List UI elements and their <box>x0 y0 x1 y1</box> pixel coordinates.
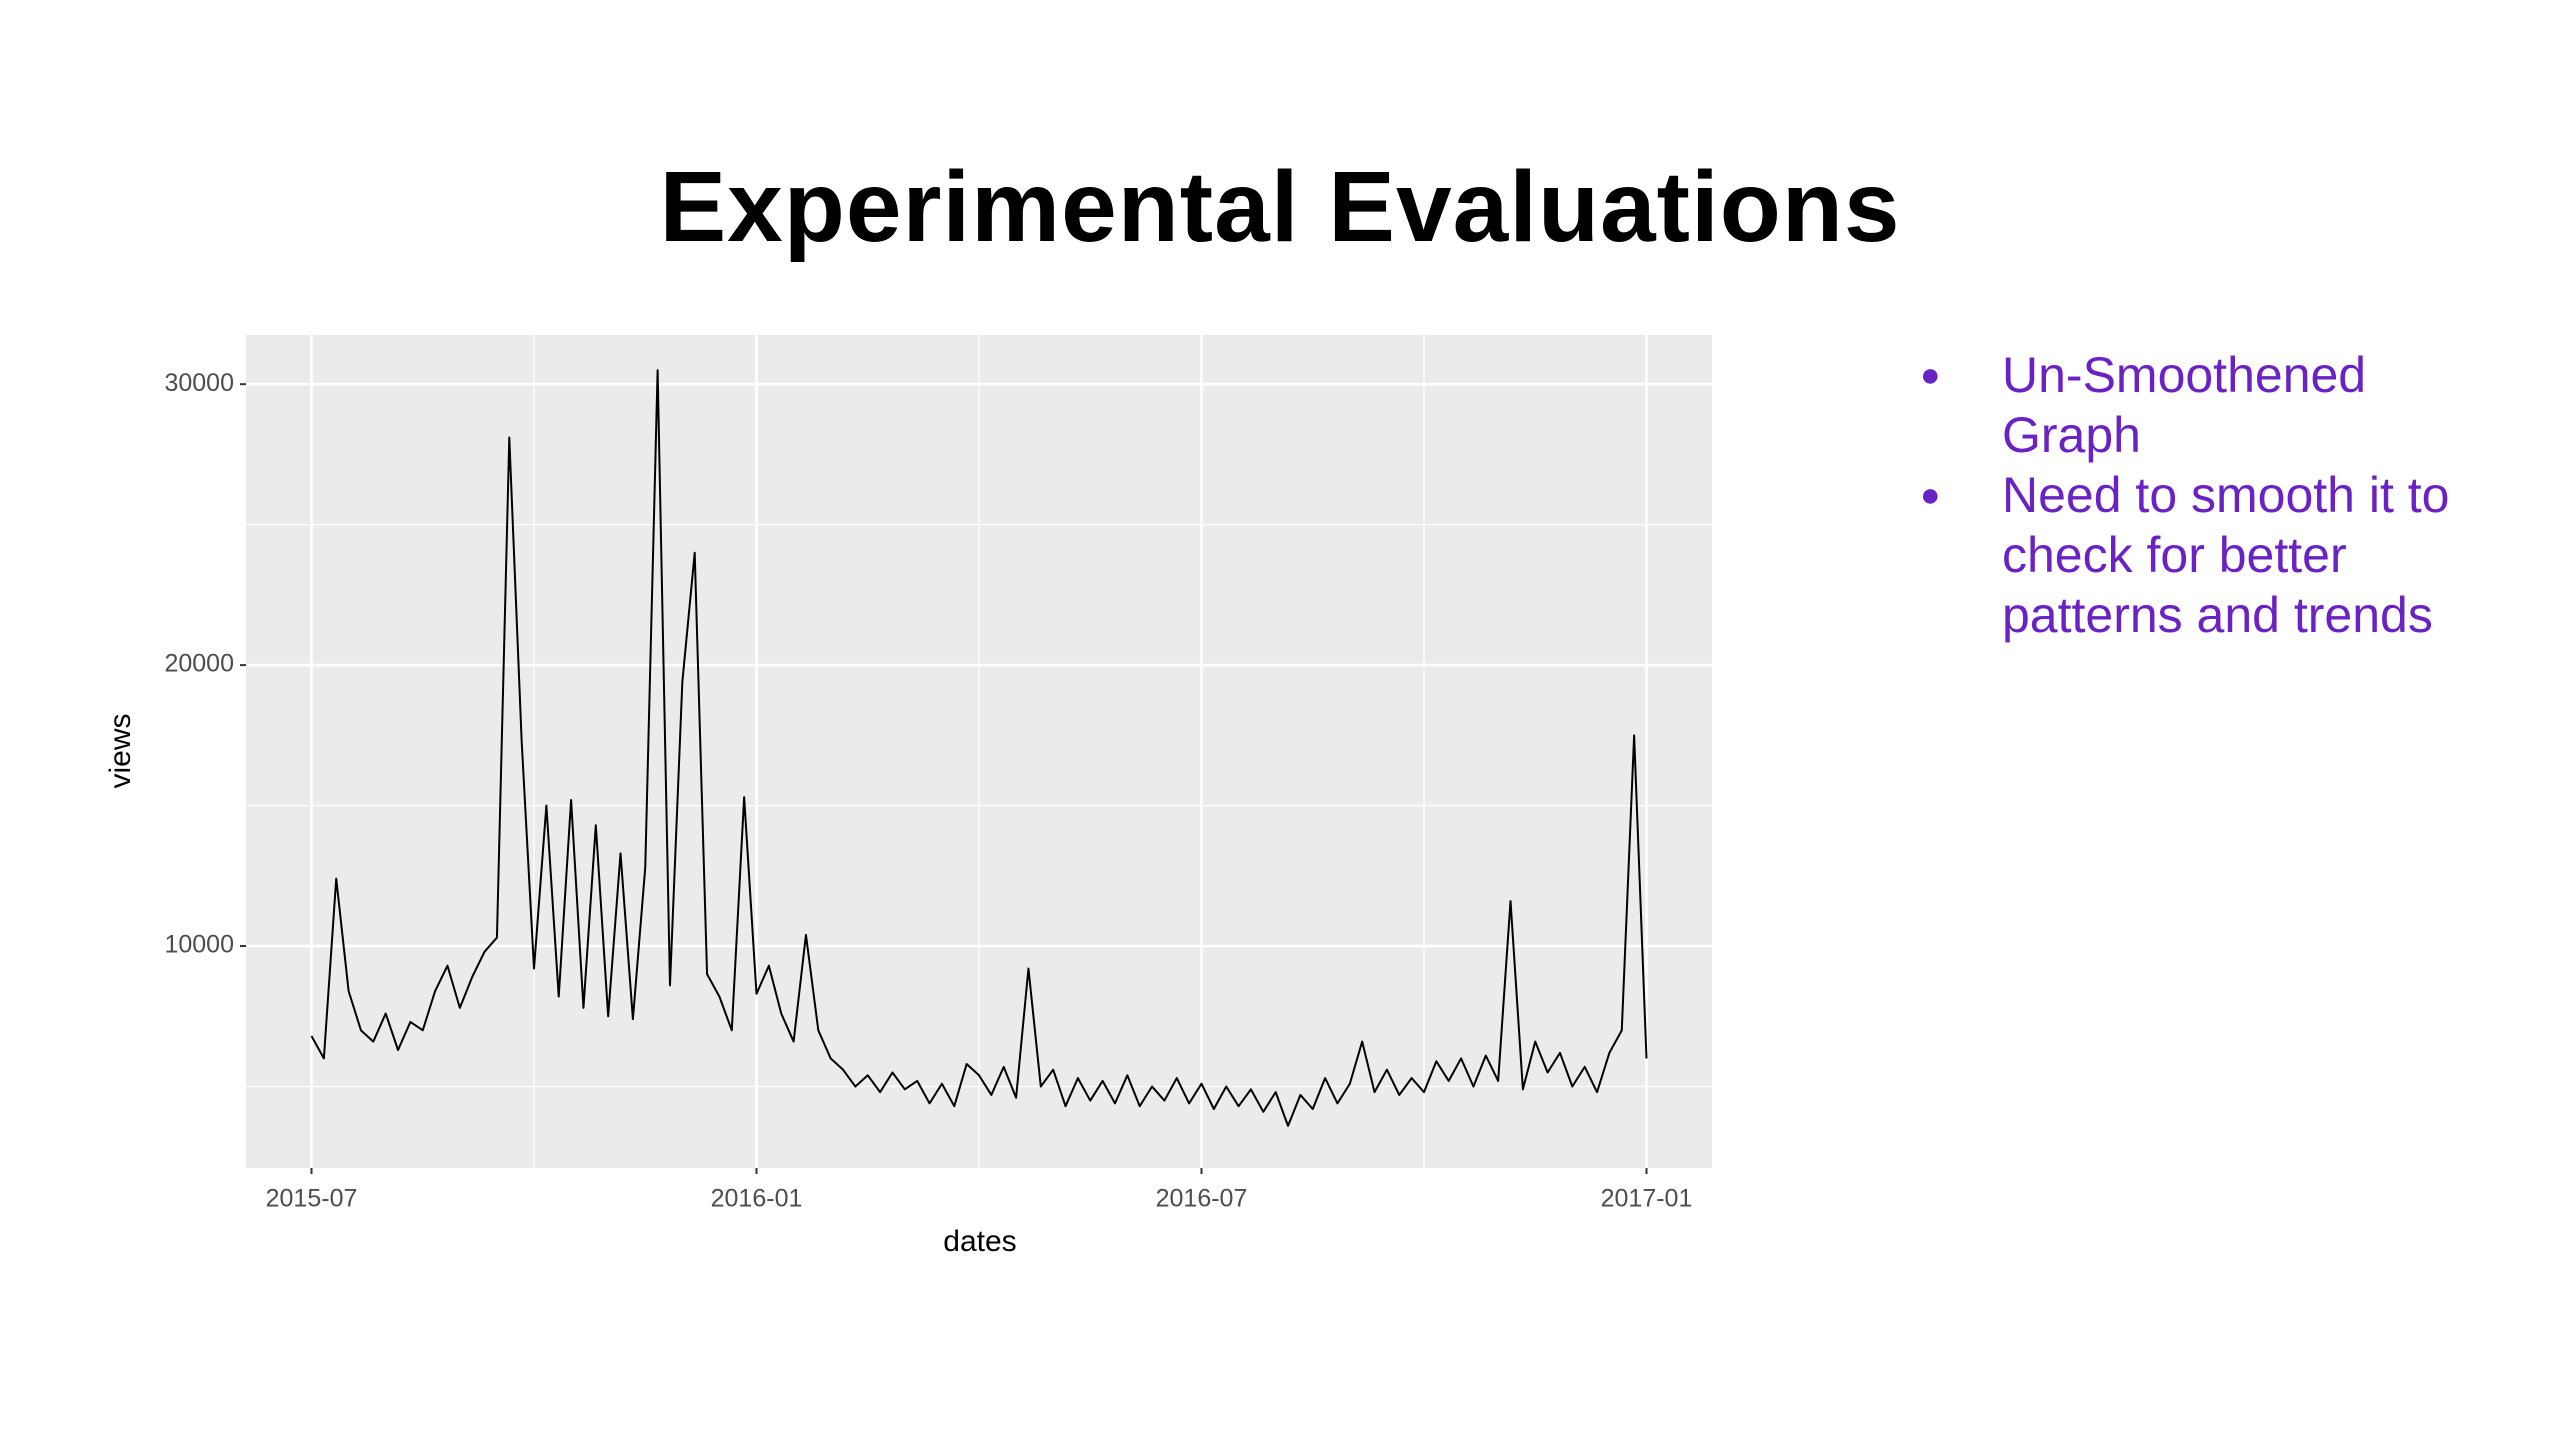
x-tick-label: 2016-01 <box>711 1185 803 1213</box>
y-tick-label: 20000 <box>164 650 234 678</box>
data-line <box>310 369 1648 1127</box>
x-tick-label: 2015-07 <box>266 1185 358 1213</box>
x-axis-label: dates <box>943 1225 1016 1258</box>
x-tick-label: 2016-07 <box>1156 1185 1248 1213</box>
bullet-list: Un-Smoothened Graph Need to smooth it to… <box>1920 345 2480 645</box>
chart: dates views 10000 20000 30000 2015-07 2016-0… <box>104 335 1712 1258</box>
y-axis-label: views <box>104 713 137 788</box>
bullet: Need to smooth it to check for better pa… <box>1920 465 2480 645</box>
y-tick-label: 10000 <box>164 931 234 959</box>
bullet: Un-Smoothened Graph <box>1920 345 2480 465</box>
y-tick-label: 30000 <box>164 369 234 397</box>
x-tick-label: 2017-01 <box>1601 1185 1693 1213</box>
slide-title: Experimental Evaluations <box>659 151 1901 263</box>
